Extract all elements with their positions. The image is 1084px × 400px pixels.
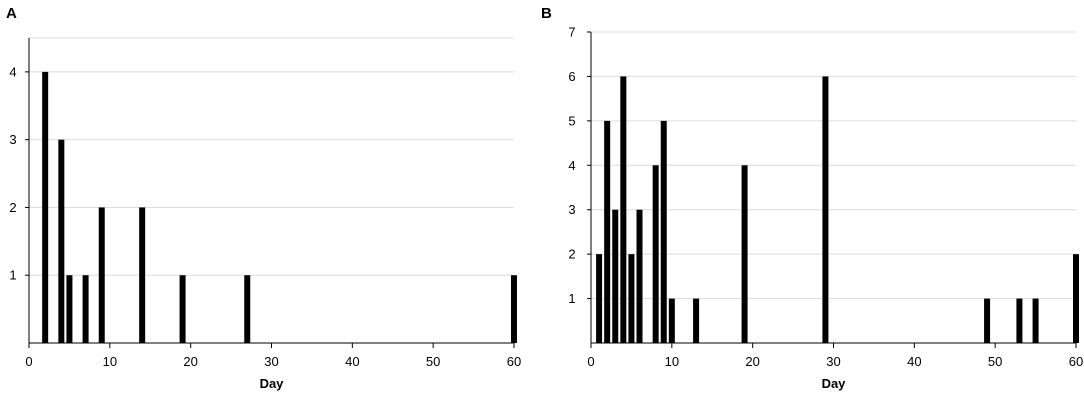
x-axis-title: Day	[822, 376, 847, 391]
bar	[1016, 298, 1023, 343]
x-tick-label: 10	[665, 354, 679, 369]
panel-label: A	[6, 5, 17, 22]
x-tick-label: 60	[1069, 354, 1083, 369]
bar	[693, 298, 700, 343]
y-tick-label: 4	[568, 158, 575, 173]
panel-label: B	[541, 5, 552, 22]
bar	[636, 209, 643, 343]
bar	[604, 120, 611, 343]
x-tick-label: 0	[25, 354, 32, 369]
bar	[984, 298, 991, 343]
bar	[620, 76, 627, 343]
y-tick-label: 5	[568, 113, 575, 128]
bar	[98, 207, 105, 343]
x-tick-label: 20	[745, 354, 759, 369]
bar	[1073, 254, 1079, 343]
x-tick-label: 30	[264, 354, 278, 369]
x-tick-label: 40	[907, 354, 921, 369]
bar	[42, 71, 49, 343]
y-tick-label: 2	[568, 247, 575, 262]
x-tick-label: 10	[103, 354, 117, 369]
bar	[1032, 298, 1039, 343]
x-tick-label: 20	[183, 354, 197, 369]
x-tick-label: 50	[988, 354, 1002, 369]
y-tick-label: 3	[568, 202, 575, 217]
y-tick-label: 4	[9, 64, 16, 79]
bar	[58, 139, 65, 343]
x-tick-label: 40	[345, 354, 359, 369]
y-tick-label: 1	[9, 268, 16, 283]
y-tick-label: 7	[568, 25, 575, 40]
bar	[82, 275, 89, 343]
y-tick-label: 1	[568, 291, 575, 306]
x-tick-label: 50	[426, 354, 440, 369]
bar	[179, 275, 186, 343]
x-axis-title: Day	[260, 376, 285, 391]
y-tick-label: 6	[568, 69, 575, 84]
bar	[628, 254, 635, 343]
bar	[66, 275, 73, 343]
bar	[660, 120, 667, 343]
x-tick-label: 60	[507, 354, 521, 369]
y-tick-label: 3	[9, 132, 16, 147]
x-tick-label: 30	[826, 354, 840, 369]
bar	[612, 209, 619, 343]
bar	[741, 165, 748, 343]
bar	[244, 275, 251, 343]
bar	[139, 207, 146, 343]
bar	[511, 275, 517, 343]
x-tick-label: 0	[587, 354, 594, 369]
bar	[652, 165, 659, 343]
bar	[596, 254, 603, 343]
bar	[668, 298, 675, 343]
y-tick-label: 2	[9, 200, 16, 215]
chart-panel-b: 1 2 3 4 5 6 7 0 10 20 30 40 50 60 Day	[568, 25, 1083, 392]
bar	[822, 76, 829, 343]
